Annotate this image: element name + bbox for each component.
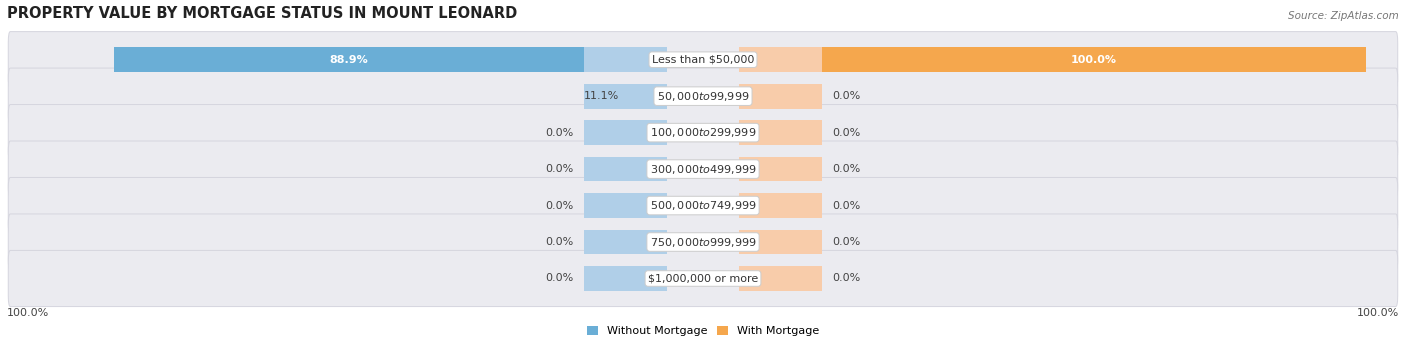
Text: 100.0%: 100.0% [1071,55,1118,65]
FancyBboxPatch shape [583,120,666,145]
Text: 0.0%: 0.0% [546,237,574,247]
Text: 0.0%: 0.0% [546,273,574,283]
FancyBboxPatch shape [8,177,1398,234]
Text: $500,000 to $749,999: $500,000 to $749,999 [650,199,756,212]
FancyBboxPatch shape [8,105,1398,161]
FancyBboxPatch shape [8,250,1398,307]
FancyBboxPatch shape [583,229,666,254]
FancyBboxPatch shape [8,68,1398,124]
Text: 100.0%: 100.0% [1357,308,1399,318]
Text: 0.0%: 0.0% [832,164,860,174]
Text: 0.0%: 0.0% [832,91,860,101]
Text: Less than $50,000: Less than $50,000 [652,55,754,65]
FancyBboxPatch shape [740,229,823,254]
Text: 100.0%: 100.0% [7,308,49,318]
Text: Source: ZipAtlas.com: Source: ZipAtlas.com [1288,11,1399,21]
FancyBboxPatch shape [8,141,1398,197]
Text: PROPERTY VALUE BY MORTGAGE STATUS IN MOUNT LEONARD: PROPERTY VALUE BY MORTGAGE STATUS IN MOU… [7,6,517,21]
Text: 0.0%: 0.0% [832,128,860,138]
FancyBboxPatch shape [583,266,666,291]
FancyBboxPatch shape [8,214,1398,270]
Text: 0.0%: 0.0% [832,237,860,247]
Text: $750,000 to $999,999: $750,000 to $999,999 [650,236,756,249]
FancyBboxPatch shape [583,157,666,181]
Text: $100,000 to $299,999: $100,000 to $299,999 [650,126,756,139]
FancyBboxPatch shape [114,47,583,72]
Text: $50,000 to $99,999: $50,000 to $99,999 [657,90,749,103]
FancyBboxPatch shape [583,84,666,108]
Text: 0.0%: 0.0% [546,128,574,138]
FancyBboxPatch shape [583,47,666,72]
FancyBboxPatch shape [823,47,1365,72]
FancyBboxPatch shape [740,120,823,145]
Text: 0.0%: 0.0% [832,201,860,210]
Text: 88.9%: 88.9% [329,55,368,65]
FancyBboxPatch shape [740,193,823,218]
FancyBboxPatch shape [583,193,666,218]
FancyBboxPatch shape [740,266,823,291]
Text: 0.0%: 0.0% [546,164,574,174]
Text: 0.0%: 0.0% [832,273,860,283]
Text: $300,000 to $499,999: $300,000 to $499,999 [650,163,756,176]
FancyBboxPatch shape [740,47,823,72]
Legend: Without Mortgage, With Mortgage: Without Mortgage, With Mortgage [588,326,818,336]
Text: 11.1%: 11.1% [585,91,620,101]
FancyBboxPatch shape [740,157,823,181]
Text: 0.0%: 0.0% [546,201,574,210]
Text: $1,000,000 or more: $1,000,000 or more [648,273,758,283]
FancyBboxPatch shape [8,32,1398,88]
FancyBboxPatch shape [740,84,823,108]
